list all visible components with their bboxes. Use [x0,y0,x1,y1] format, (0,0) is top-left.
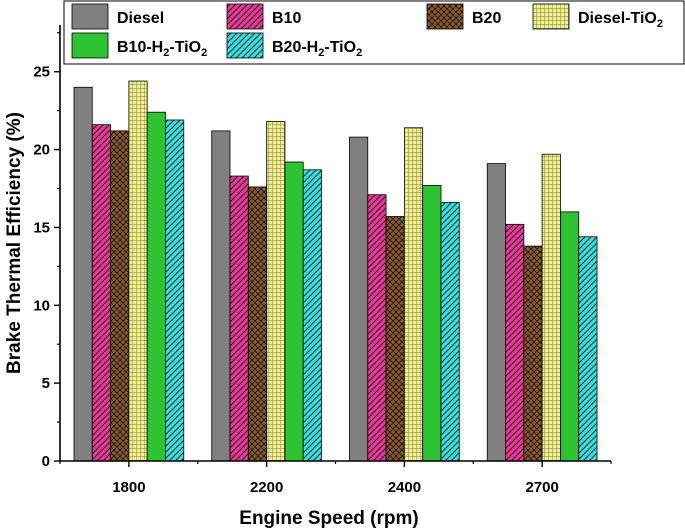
bar-b20-2400 [385,216,405,462]
bar-diesel-tio2-2700 [541,153,561,462]
bar-b10-2400 [367,194,387,462]
legend-swatch-diesel [71,3,109,30]
bar-b10-2200 [229,175,249,462]
bar-b20-2200 [247,186,268,462]
x-tick-label-2400: 2400 [388,479,421,496]
bars-layer [73,80,598,462]
bar-diesel-2700 [486,163,506,462]
y-tick-label: 25 [33,64,50,81]
x-tick-label-2700: 2700 [525,479,558,496]
legend-label-b20: B20 [472,10,501,27]
bar-b20-h2-tio2-1800 [165,119,185,462]
y-ticks: 0 5 10 15 20 25 [33,32,60,470]
bar-diesel-tio2-1800 [128,80,148,462]
bar-diesel-1800 [73,86,93,462]
bar-b20-h2-tio2-2200 [302,169,322,462]
bar-b20-1800 [110,130,130,462]
legend-label-diesel: Diesel [117,10,164,27]
x-tick-label-2200: 2200 [250,479,283,496]
y-tick-label: 5 [42,375,50,392]
legend-swatch-b10-h2-tio2 [71,32,109,59]
bar-b10-1800 [91,124,111,462]
bar-b10-h2-tio2-2400 [422,184,442,462]
bar-b10-h2-tio2-2200 [284,161,304,462]
bar-b20-h2-tio2-2700 [578,236,598,462]
x-axis-title: Engine Speed (rpm) [239,508,418,529]
y-tick-label: 0 [42,453,50,470]
bar-diesel-tio2-2400 [403,127,424,462]
legend-label-b10: B10 [272,10,301,27]
legend-swatch-b10 [226,3,264,30]
legend-label-b20-h2-tio2: B20-H2-TiO2 [272,39,362,59]
bar-b20-2700 [523,245,543,462]
bar-b10-h2-tio2-1800 [146,111,166,462]
bar-diesel-2400 [349,136,369,462]
y-axis-title: Brake Thermal Efficiency (%) [4,112,25,374]
y-tick-label: 10 [33,297,50,314]
legend-frame [63,0,685,65]
y-tick-label: 15 [33,219,50,236]
legend: Diesel B10 B20 Diesel-TiO2 B10-H2-TiO2 B20-H2… [63,0,685,65]
bar-diesel-tio2-2200 [266,121,286,462]
bar-b10-h2-tio2-2700 [560,211,580,462]
bar-b10-2700 [505,223,525,462]
y-tick-label: 20 [33,142,50,159]
x-ticks: 1800 2200 2400 2700 [59,461,612,496]
legend-swatch-b20 [426,3,464,30]
bar-diesel-2200 [211,130,231,462]
legend-swatch-b20-h2-tio2 [226,32,264,59]
legend-label-diesel-tio2: Diesel-TiO2 [578,10,663,30]
x-tick-label-1800: 1800 [112,479,145,496]
legend-label-b10-h2-tio2: B10-H2-TiO2 [117,39,207,59]
legend-swatch-diesel-tio2 [532,3,570,30]
bar-b20-h2-tio2-2400 [440,202,460,462]
